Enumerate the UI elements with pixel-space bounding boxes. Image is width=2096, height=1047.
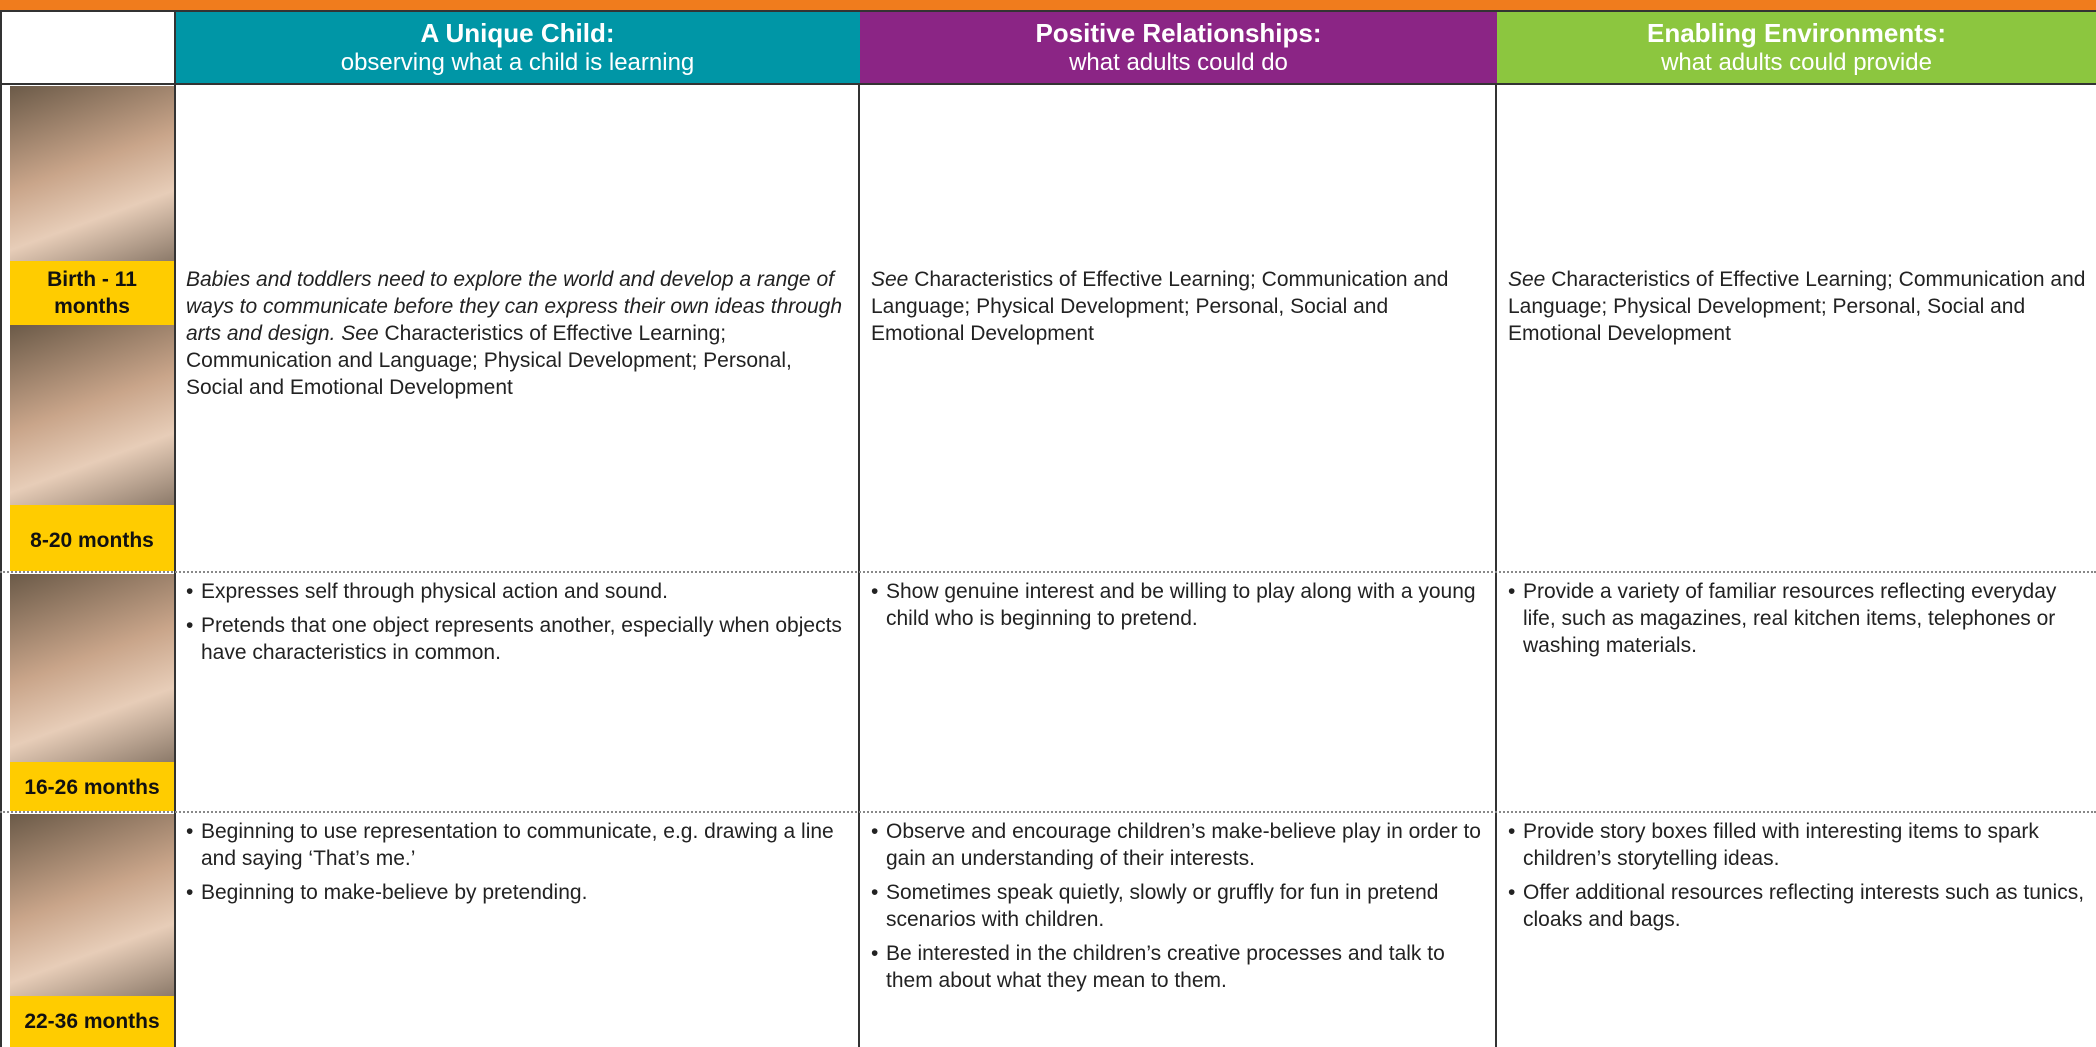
- cell: • Observe and encourage children’s make-b…: [860, 818, 1495, 1001]
- column-subtitle: observing what a child is learning: [340, 49, 695, 76]
- bullet-text: Beginning to use representation to commu…: [201, 820, 834, 870]
- bullet-item: • Offer additional resources reflecting i…: [1508, 879, 2088, 933]
- column-header: Positive Relationships: what adults coul…: [860, 12, 1497, 84]
- cell: Babies and toddlers need to explore the …: [175, 266, 858, 401]
- bullet-item: • Show genuine interest and be willing to…: [871, 578, 1487, 632]
- body-text: Characteristics of Effective Learning; C…: [1508, 268, 2086, 345]
- age-label: Birth - 11 months: [10, 261, 174, 325]
- column-title: Positive Relationships:: [1035, 18, 1322, 48]
- bullet-item: • Expresses self through physical action …: [186, 578, 850, 605]
- column-rule: [858, 84, 860, 1047]
- column-title: Enabling Environments:: [1646, 18, 1947, 48]
- body-text: Characteristics of Effective Learning; C…: [186, 322, 792, 399]
- bullet-text: Be interested in the children’s creative…: [886, 942, 1445, 992]
- bullet: •: [1508, 820, 1516, 843]
- bullet-text: Beginning to make-believe by pretending.: [201, 881, 588, 904]
- column-subtitle: what adults could provide: [1661, 49, 1932, 76]
- italic-text: See: [1508, 268, 1546, 291]
- row-rule: [0, 571, 2096, 573]
- cell: • Provide story boxes filled with interes…: [1497, 818, 2096, 940]
- rule: [0, 12, 2, 1047]
- photo: [10, 86, 174, 261]
- bullet: •: [871, 820, 879, 843]
- rule: [0, 83, 2096, 85]
- bullet-item: • Observe and encourage children’s make-b…: [871, 818, 1487, 872]
- bullet: •: [871, 881, 879, 904]
- bullet-text: Expresses self through physical action a…: [201, 580, 668, 603]
- bullet-text: Offer additional resources reflecting in…: [1523, 881, 2085, 931]
- cell: • Show genuine interest and be willing to…: [860, 578, 1495, 639]
- bullet: •: [871, 580, 879, 603]
- column-rule: [174, 12, 176, 1047]
- column-header: Enabling Environments: what adults could…: [1497, 12, 2096, 84]
- photo: [10, 325, 174, 505]
- bullet: •: [871, 942, 879, 965]
- column-header: A Unique Child: observing what a child i…: [175, 12, 860, 84]
- top-bar: [0, 0, 2096, 10]
- bullet-item: • Provide story boxes filled with interes…: [1508, 818, 2088, 872]
- cell: See Characteristics of Effective Learnin…: [1497, 266, 2096, 347]
- cell: • Expresses self through physical action …: [175, 578, 858, 673]
- bullet-text: Pretends that one object represents anot…: [201, 614, 842, 664]
- bullet: •: [1508, 881, 1516, 904]
- italic-text: Babies and toddlers need to explore the …: [186, 268, 843, 345]
- cell: • Provide a variety of familiar resources…: [1497, 578, 2096, 666]
- row-rule: [0, 811, 2096, 813]
- bullet-text: Sometimes speak quietly, slowly or gruff…: [886, 881, 1439, 931]
- bullet-item: • Beginning to use representation to comm…: [186, 818, 850, 872]
- bullet-text: Provide a variety of familiar resources …: [1523, 580, 2057, 657]
- age-label: 22-36 months: [10, 996, 174, 1047]
- age-label: 16-26 months: [10, 762, 174, 811]
- photo: [10, 574, 174, 762]
- bullet: •: [186, 614, 194, 637]
- bullet-text: Provide story boxes filled with interest…: [1523, 820, 2039, 870]
- column-title: A Unique Child:: [420, 18, 615, 48]
- body-text: Characteristics of Effective Learning; C…: [871, 268, 1449, 345]
- bullet-item: • Pretends that one object represents ano…: [186, 612, 850, 666]
- bullet-item: • Be interested in the children’s creativ…: [871, 940, 1487, 994]
- bullet-item: • Provide a variety of familiar resources…: [1508, 578, 2088, 659]
- bullet-item: • Beginning to make-believe by pretending…: [186, 879, 850, 906]
- italic-text: See: [871, 268, 909, 291]
- bullet: •: [186, 580, 194, 603]
- bullet-text: Observe and encourage children’s make-be…: [886, 820, 1481, 870]
- rule: [0, 10, 2096, 12]
- cell: See Characteristics of Effective Learnin…: [860, 266, 1495, 347]
- cell: • Beginning to use representation to comm…: [175, 818, 858, 913]
- bullet: •: [1508, 580, 1516, 603]
- bullet: •: [186, 820, 194, 843]
- column-rule: [1495, 84, 1497, 1047]
- age-label: 8-20 months: [10, 505, 174, 571]
- bullet: •: [186, 881, 194, 904]
- bullet-text: Show genuine interest and be willing to …: [886, 580, 1476, 630]
- column-subtitle: what adults could do: [1069, 49, 1288, 76]
- photo: [10, 814, 174, 996]
- bullet-item: • Sometimes speak quietly, slowly or gruf…: [871, 879, 1487, 933]
